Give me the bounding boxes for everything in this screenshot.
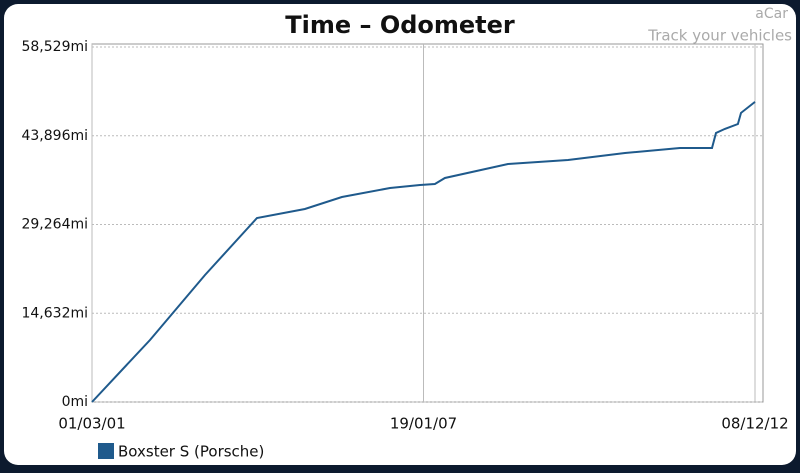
legend-swatch bbox=[98, 443, 114, 459]
x-tick-label: 19/01/07 bbox=[390, 415, 457, 433]
y-tick-label: 43,896mi bbox=[21, 128, 88, 144]
legend-label: Boxster S (Porsche) bbox=[118, 443, 264, 461]
panel bbox=[4, 4, 796, 465]
y-tick-label: 14,632mi bbox=[21, 305, 88, 321]
y-tick-label: 29,264mi bbox=[21, 217, 88, 233]
x-tick-label: 08/12/12 bbox=[721, 415, 788, 433]
tagline: Track your vehicles bbox=[647, 27, 792, 45]
line bbox=[91, 101, 756, 403]
y-tick-label: 58,529mi bbox=[21, 39, 88, 55]
chart-title: Time – Odometer bbox=[285, 11, 515, 39]
x-tick-label: 01/03/01 bbox=[58, 415, 125, 433]
brand: aCar bbox=[755, 6, 788, 22]
y-tick-label: 0mi bbox=[62, 394, 88, 410]
